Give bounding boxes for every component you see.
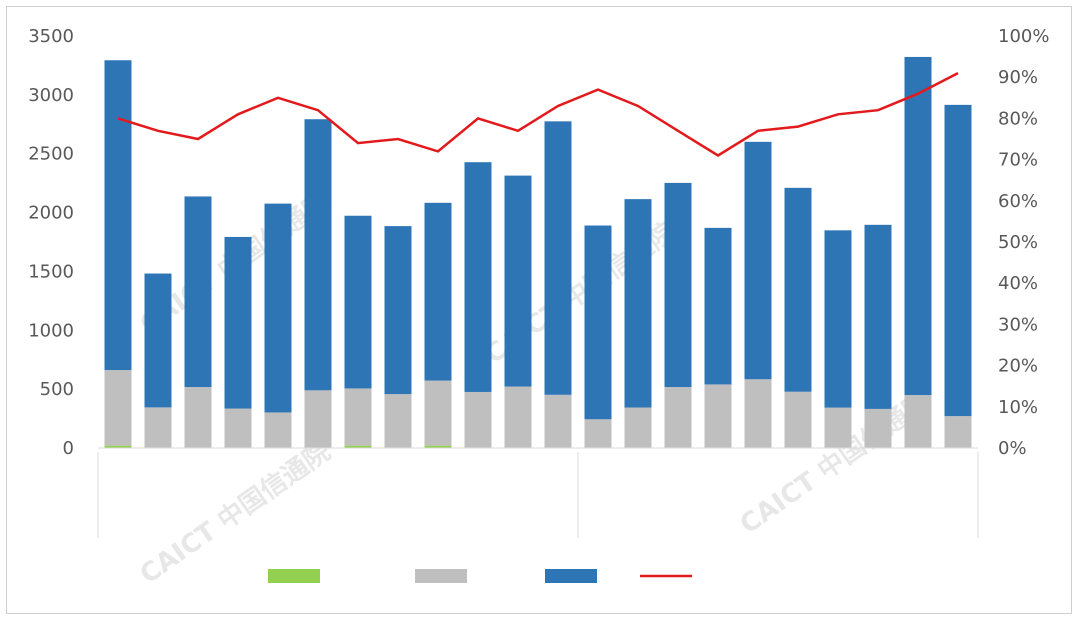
y2-tick-label: 10% — [998, 397, 1038, 418]
bar-5g — [744, 141, 772, 380]
y2-tick-label: 20% — [998, 356, 1038, 377]
bar-5g — [144, 273, 172, 408]
y2-tick-label: 60% — [998, 191, 1038, 212]
bar-4g — [104, 370, 132, 446]
bar-5g — [944, 104, 972, 417]
bar-5g — [824, 230, 852, 408]
watermark-text: CAICT 中国信通院 — [134, 436, 336, 590]
bar-4g — [824, 407, 852, 448]
bar-2g3g — [344, 445, 372, 448]
bar-5g — [224, 236, 252, 409]
y-tick-label: 500 — [40, 379, 74, 400]
bar-5g — [464, 162, 492, 392]
bar-4g — [144, 407, 172, 448]
bar-5g — [864, 224, 892, 409]
bar-2g3g — [104, 445, 132, 448]
y2-tick-label: 80% — [998, 108, 1038, 129]
line-5g-share — [117, 71, 959, 157]
bar-4g — [624, 407, 652, 448]
bar-5g — [664, 182, 692, 388]
bar-5g — [264, 203, 292, 413]
y2-tick-label: 90% — [998, 67, 1038, 88]
bar-5g — [584, 225, 612, 420]
bar-5g — [784, 187, 812, 392]
y-tick-label: 3000 — [28, 85, 74, 106]
y-tick-label: 3500 — [28, 26, 74, 47]
y-tick-label: 1500 — [28, 261, 74, 282]
bar-5g — [904, 56, 932, 396]
legend-swatch — [268, 569, 320, 583]
bar-4g — [864, 408, 892, 448]
bar-4g — [664, 387, 692, 448]
bar-4g — [504, 386, 532, 448]
bar-5g — [344, 215, 372, 389]
bar-4g — [224, 408, 252, 448]
bar-5g — [544, 121, 572, 395]
bar-5g — [504, 175, 532, 387]
y2-tick-label: 50% — [998, 232, 1038, 253]
y2-tick-label: 40% — [998, 273, 1038, 294]
bar-4g — [944, 416, 972, 448]
y2-tick-label: 70% — [998, 150, 1038, 171]
y-tick-label: 2500 — [28, 144, 74, 165]
bar-4g — [544, 394, 572, 448]
bar-4g — [784, 391, 812, 448]
bar-5g — [104, 60, 132, 371]
bar-2g3g — [424, 445, 452, 448]
y2-tick-label: 100% — [998, 26, 1049, 47]
y-tick-label: 0 — [63, 438, 74, 459]
bar-4g — [384, 394, 412, 448]
bar-4g — [904, 395, 932, 448]
legend-swatch — [545, 569, 597, 583]
y2-tick-label: 0% — [998, 438, 1027, 459]
chart-frame — [6, 6, 1072, 614]
y-tick-label: 1000 — [28, 320, 74, 341]
bar-4g — [304, 390, 332, 448]
bar-4g — [464, 391, 492, 448]
bar-4g — [344, 388, 372, 446]
bar-4g — [184, 387, 212, 448]
bar-4g — [704, 384, 732, 448]
bar-5g — [704, 227, 732, 385]
bar-4g — [264, 412, 292, 448]
y2-tick-label: 30% — [998, 314, 1038, 335]
bar-4g — [584, 419, 612, 448]
bar-5g — [624, 199, 652, 408]
bar-5g — [304, 119, 332, 391]
bar-5g — [384, 226, 412, 395]
bar-5g — [424, 202, 452, 381]
y-tick-label: 2000 — [28, 203, 74, 224]
bar-4g — [424, 380, 452, 446]
legend-swatch — [415, 569, 467, 583]
bar-5g — [184, 196, 212, 388]
bar-4g — [744, 379, 772, 448]
